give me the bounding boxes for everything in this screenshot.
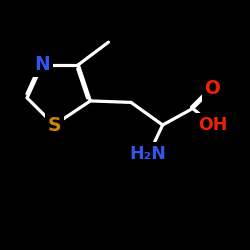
Text: N: N [34,55,50,74]
Text: OH: OH [198,116,227,134]
Text: O: O [204,79,220,98]
Text: S: S [48,116,61,134]
Text: H₂N: H₂N [129,144,166,162]
